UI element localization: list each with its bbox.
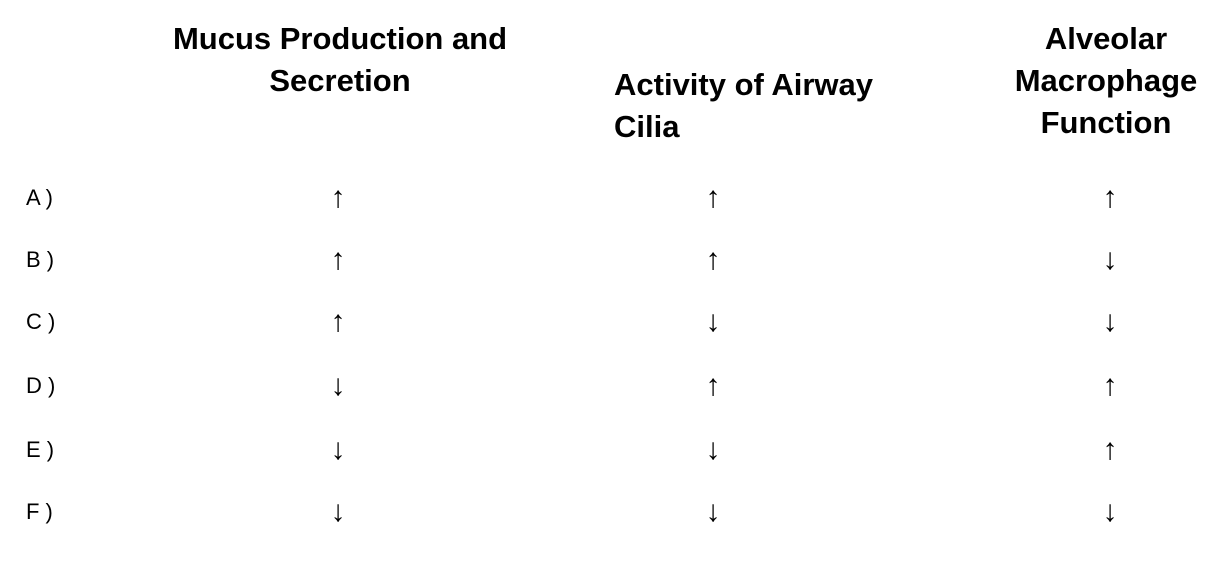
arrow-icon: ↑ [705, 243, 721, 276]
column-header-mucus-production: Mucus Production and Secretion [172, 21, 508, 98]
arrow-icon: ↑ [330, 181, 346, 214]
arrow-icon: ↓ [1102, 305, 1118, 338]
arrow-icon: ↑ [1102, 433, 1118, 466]
column-header-alveolar-macrophage: Alveolar Macrophage Function [1014, 21, 1198, 140]
option-label: F ) [26, 499, 53, 524]
option-row-f[interactable]: F ) ↓ ↓ ↓ [0, 492, 1218, 532]
option-row-b[interactable]: B ) ↑ ↑ ↓ [0, 240, 1218, 280]
option-row-d[interactable]: D ) ↓ ↑ ↑ [0, 366, 1218, 406]
arrow-icon: ↓ [705, 305, 721, 338]
arrow-icon: ↑ [705, 369, 721, 402]
arrow-icon: ↓ [330, 369, 346, 402]
option-label: E ) [26, 437, 55, 462]
arrow-icon: ↓ [1102, 495, 1118, 528]
arrow-icon: ↑ [1102, 181, 1118, 214]
option-label: B ) [26, 247, 55, 272]
option-row-a[interactable]: A ) ↑ ↑ ↑ [0, 178, 1218, 218]
option-row-e[interactable]: E ) ↓ ↓ ↑ [0, 430, 1218, 470]
option-label: C ) [26, 309, 56, 334]
arrow-icon: ↓ [705, 433, 721, 466]
column-header-airway-cilia: Activity of Airway Cilia [614, 67, 873, 144]
option-label: D ) [26, 373, 56, 398]
arrow-icon: ↑ [330, 305, 346, 338]
arrow-icon: ↑ [330, 243, 346, 276]
arrow-icon: ↓ [330, 433, 346, 466]
arrow-icon: ↓ [1102, 243, 1118, 276]
option-row-c[interactable]: C ) ↑ ↓ ↓ [0, 302, 1218, 342]
arrow-icon: ↓ [330, 495, 346, 528]
arrow-icon: ↑ [705, 181, 721, 214]
arrow-icon: ↓ [705, 495, 721, 528]
option-label: A ) [26, 185, 53, 210]
arrow-icon: ↑ [1102, 369, 1118, 402]
